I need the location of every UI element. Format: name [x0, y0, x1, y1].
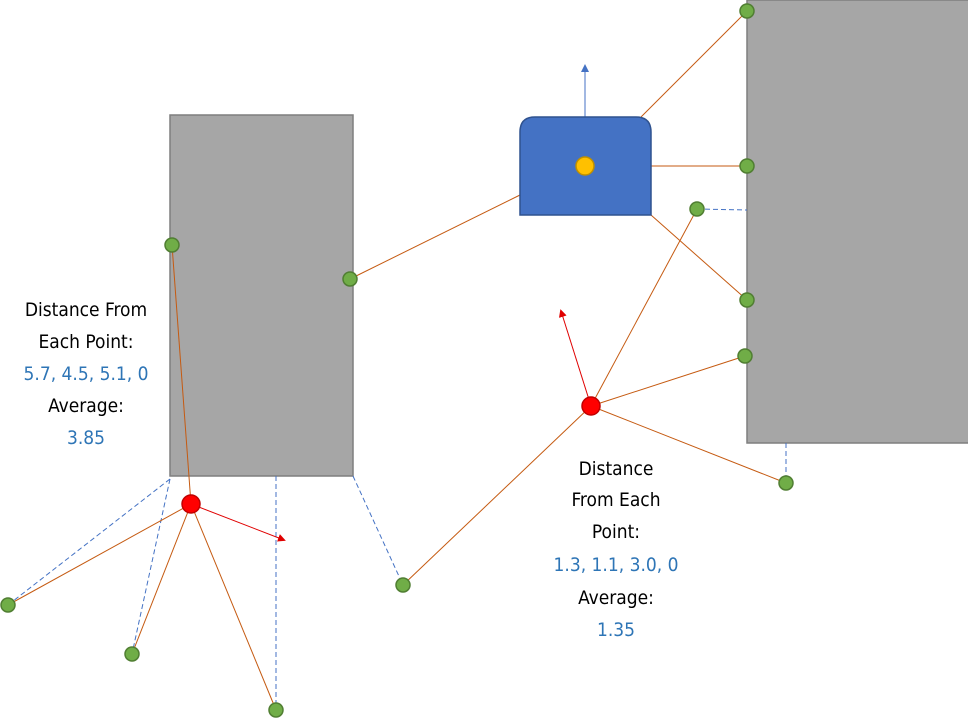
sample-point: [124, 646, 140, 662]
sample-point: [739, 3, 755, 19]
link-lines: [7, 10, 787, 711]
link-line: [650, 214, 748, 301]
annotation-right-line3: Point:: [592, 521, 640, 543]
projection-line: [131, 478, 171, 655]
annotation-right-average-value: 1.35: [597, 619, 635, 641]
sample-point: [739, 158, 755, 174]
annotation-right: Distance From Each Point: 1.3, 1.1, 3.0,…: [554, 458, 679, 641]
projection-line: [352, 475, 404, 586]
link-line: [349, 194, 521, 280]
direction-arrow-right: [558, 309, 592, 407]
direction-arrow-left: [190, 503, 286, 542]
projection-line: [7, 478, 171, 606]
link-line: [590, 355, 746, 407]
robot-center: [575, 156, 595, 176]
sample-point: [737, 348, 753, 364]
sample-point: [268, 702, 284, 718]
candidate-point-right: [581, 396, 601, 416]
sample-point: [164, 237, 180, 253]
annotation-right-line2: From Each: [571, 489, 660, 511]
sample-point: [739, 292, 755, 308]
annotation-left-line2: Each Point:: [38, 331, 133, 353]
link-line: [131, 503, 192, 655]
link-line: [402, 405, 592, 586]
link-line: [640, 10, 748, 118]
annotation-left-line1: Distance From: [25, 299, 147, 321]
annotation-left-average-label: Average:: [48, 395, 124, 417]
projection-line: [696, 208, 748, 211]
link-line: [171, 244, 192, 505]
annotation-right-average-label: Average:: [578, 587, 654, 609]
annotation-right-line1: Distance: [579, 458, 654, 480]
candidate-point-left: [181, 494, 201, 514]
obstacle-left: [169, 114, 354, 477]
link-line: [590, 405, 787, 484]
sample-point: [778, 475, 794, 491]
sample-point: [342, 271, 358, 287]
annotation-left-average-value: 3.85: [67, 427, 105, 449]
sample-point: [689, 201, 705, 217]
annotation-left-values: 5.7, 4.5, 5.1, 0: [24, 363, 149, 385]
link-line: [7, 503, 192, 606]
projection-lines: [7, 208, 787, 710]
obstacle-right: [746, 0, 968, 444]
annotation-left: Distance From Each Point: 5.7, 4.5, 5.1,…: [24, 299, 149, 449]
link-line: [190, 503, 277, 711]
annotation-right-values: 1.3, 1.1, 3.0, 0: [554, 554, 679, 576]
sample-point: [395, 577, 411, 593]
link-line: [590, 208, 698, 407]
sample-points: [0, 3, 794, 718]
sample-point: [0, 597, 16, 613]
